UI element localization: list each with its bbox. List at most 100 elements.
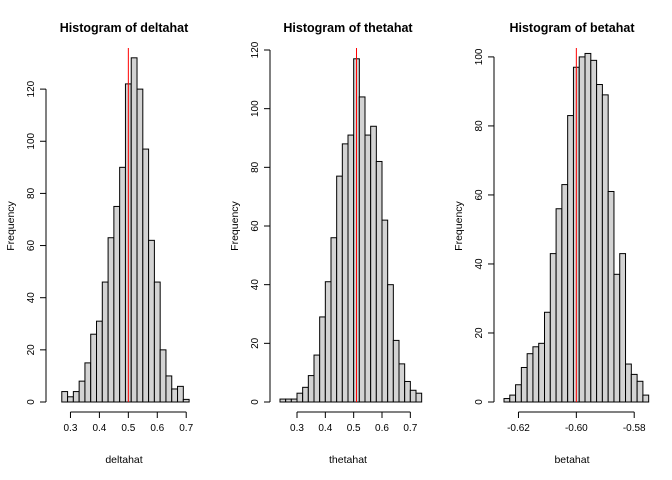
y-tick-label: 120 — [26, 80, 37, 97]
x-tick-label: 0.4 — [92, 423, 106, 434]
histogram-bar — [182, 398, 190, 403]
histogram-bar — [61, 391, 69, 403]
histogram-bar — [285, 398, 292, 403]
x-tick-label: 0.4 — [318, 423, 332, 434]
x-tick-label: 0.3 — [64, 423, 78, 434]
histogram-bar — [96, 320, 103, 403]
y-tick-label: 80 — [250, 161, 261, 173]
histogram-bar — [613, 273, 621, 403]
histogram-panel-3: Histogram of betahat 0 20 40 60 80 100 -0.62 -0.… — [453, 21, 650, 466]
histogram-bar — [509, 394, 517, 403]
histogram-bar — [296, 392, 304, 403]
y-tick-label: 40 — [474, 258, 485, 270]
y-tick-label: 80 — [474, 120, 485, 132]
histogram-bar — [307, 375, 315, 403]
histogram-bar — [578, 56, 586, 403]
y-tick-label: 0 — [26, 399, 37, 405]
histogram-bar — [544, 311, 551, 403]
histogram-bar — [347, 134, 355, 403]
histogram-bar — [392, 339, 400, 403]
histogram-bar — [153, 281, 161, 403]
chart-title: Histogram of thetahat — [283, 21, 413, 35]
histogram-bar — [596, 84, 603, 403]
y-tick-label: 60 — [474, 189, 485, 201]
histogram-bar — [330, 237, 338, 403]
histogram-bar — [159, 349, 167, 403]
histogram-bar — [171, 388, 179, 403]
x-tick-label: 0.5 — [347, 423, 361, 434]
y-tick-label: 120 — [250, 41, 261, 58]
histogram-bar — [561, 184, 569, 403]
histogram-bar — [279, 398, 287, 403]
histogram-bar — [364, 134, 372, 403]
histogram-bar — [130, 57, 138, 403]
histogram-bar — [119, 166, 126, 403]
x-tick-label: -0.62 — [507, 423, 530, 434]
histogram-bar — [341, 143, 349, 403]
histogram-bar — [630, 373, 638, 403]
histogram-bar — [590, 59, 598, 403]
y-tick-label: 60 — [26, 240, 37, 252]
histogram-bar — [336, 175, 343, 403]
histogram-bar — [619, 253, 627, 403]
histogram-bar — [136, 88, 144, 403]
histogram-bar — [107, 237, 115, 403]
y-axis-label: Frequency — [453, 200, 465, 250]
x-tick-label: 0.7 — [403, 423, 417, 434]
y-tick-label: 60 — [250, 220, 261, 232]
histogram-bar — [177, 385, 184, 403]
histogram-bar — [67, 396, 74, 403]
histogram-bar — [404, 380, 411, 403]
histogram-bar — [101, 281, 109, 403]
histogram-bar — [398, 363, 406, 403]
histogram-bar — [381, 219, 389, 403]
x-axis-label: deltahat — [105, 454, 142, 466]
histogram-bar — [375, 160, 383, 403]
y-tick-label: 0 — [474, 399, 485, 405]
histogram-bar — [555, 208, 563, 403]
histogram-bar — [290, 398, 298, 403]
histogram-bar — [84, 362, 92, 403]
y-tick-label: 100 — [250, 100, 261, 117]
histogram-bar — [538, 342, 546, 403]
histogram-bar — [90, 333, 98, 403]
y-tick-label: 40 — [26, 292, 37, 304]
x-axis-label: thetahat — [329, 454, 367, 466]
histogram-bar — [78, 380, 86, 403]
x-tick-label: 0.7 — [179, 423, 193, 434]
y-tick-label: 20 — [250, 337, 261, 349]
histogram-bar — [625, 363, 632, 403]
histogram-bar — [601, 94, 609, 403]
histogram-bar — [409, 389, 417, 403]
histogram-bar — [313, 354, 321, 403]
y-tick-label: 20 — [474, 327, 485, 339]
histogram-bar — [549, 253, 557, 403]
histogram-bar — [515, 384, 522, 403]
histogram-bar — [142, 148, 150, 403]
histogram-bar — [503, 398, 511, 403]
y-tick-label: 20 — [26, 344, 37, 356]
histogram-panel-2: Histogram of thetahat 0 20 40 60 80 100 120 0.3 0… — [229, 21, 423, 466]
y-axis-label: Frequency — [229, 200, 241, 250]
histogram-bar — [584, 52, 592, 403]
histogram-bar — [165, 375, 173, 403]
x-tick-label: 0.6 — [150, 423, 164, 434]
histogram-bar — [520, 366, 528, 403]
y-axis-label: Frequency — [5, 200, 17, 250]
x-tick-label: -0.60 — [565, 423, 588, 434]
histogram-bar — [415, 392, 423, 403]
histogram-bar — [532, 346, 540, 403]
y-tick-label: 40 — [250, 279, 261, 291]
histogram-bar — [526, 353, 534, 403]
x-tick-label: -0.58 — [623, 423, 646, 434]
x-tick-label: 0.6 — [375, 423, 389, 434]
histogram-bar — [324, 281, 332, 403]
x-tick-label: 0.3 — [290, 423, 304, 434]
histogram-bar — [113, 205, 121, 403]
histogram-bar — [358, 96, 366, 403]
histogram-bar — [636, 380, 644, 403]
histogram-bar — [387, 284, 394, 403]
y-tick-label: 100 — [474, 48, 485, 65]
histogram-bar — [567, 115, 574, 403]
